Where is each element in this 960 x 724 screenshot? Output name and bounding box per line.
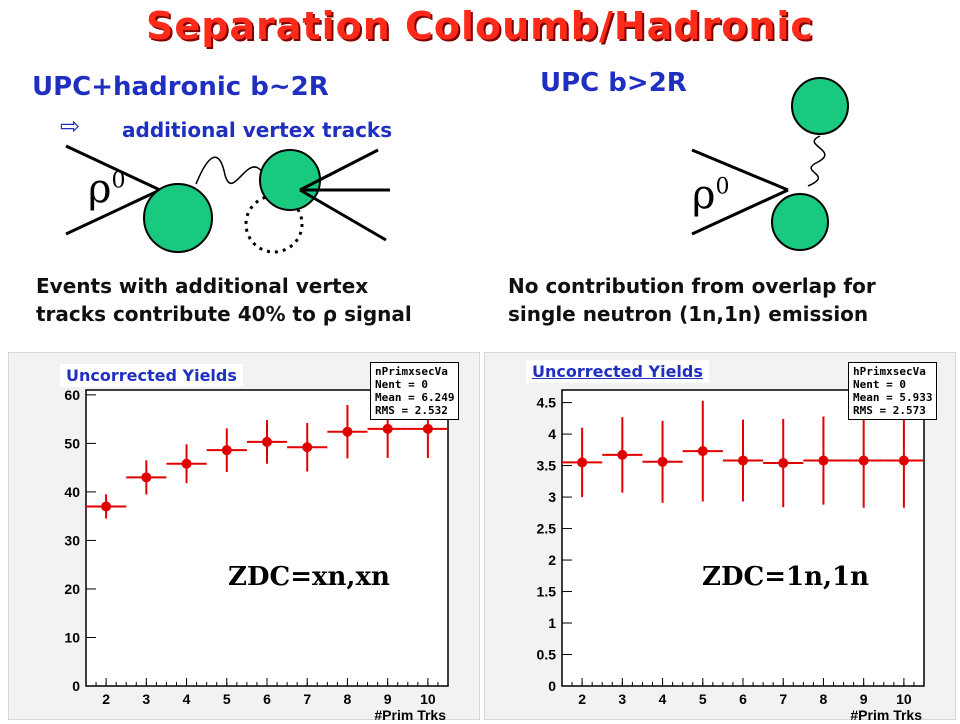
marker	[657, 456, 668, 467]
x-tick-label: 2	[578, 691, 586, 707]
y-tick-label: 0	[548, 678, 556, 694]
data-point	[166, 444, 207, 484]
data-point	[562, 427, 603, 498]
x-axis-label: #Prim Trks	[850, 707, 922, 720]
data-point	[602, 417, 643, 493]
left-collision-diagram	[65, 144, 390, 254]
right-heading: UPC b>2R	[540, 68, 687, 98]
data-point	[327, 405, 368, 459]
data-point	[803, 416, 844, 505]
nucleus-bottom	[771, 193, 829, 251]
y-tick-label: 0	[72, 678, 80, 694]
y-tick-label: 50	[64, 435, 80, 451]
marker	[898, 455, 909, 466]
right-caption: No contribution from overlap for single …	[508, 274, 876, 326]
dashed-nucleus	[244, 194, 304, 254]
marker	[382, 423, 393, 434]
y-tick-label: 2.5	[537, 521, 557, 537]
x-tick-label: 5	[223, 691, 231, 707]
x-tick-label: 9	[384, 691, 392, 707]
data-point	[126, 460, 167, 495]
data-point	[763, 418, 804, 508]
y-tick-label: 1	[548, 615, 556, 631]
x-tick-label: 3	[142, 691, 150, 707]
x-axis-label: #Prim Trks	[374, 707, 446, 720]
x-tick-label: 9	[860, 691, 868, 707]
right-collision-diagram	[691, 77, 849, 251]
y-tick-label: 40	[64, 484, 80, 500]
marker	[738, 455, 748, 466]
marker	[181, 458, 192, 469]
y-tick-label: 2	[548, 552, 556, 568]
photon-wave-right	[807, 135, 826, 187]
plot-right-annotation: ZDC=1n,1n	[702, 562, 870, 592]
data-point	[642, 420, 683, 503]
marker	[221, 445, 232, 456]
plot-left-title: Uncorrected Yields	[60, 364, 243, 387]
arrow-note: additional vertex tracks	[122, 118, 393, 142]
marker	[422, 423, 433, 434]
rho-label-right: ρ0	[692, 172, 730, 218]
marker	[141, 472, 152, 483]
nucleus-top	[791, 77, 849, 135]
y-tick-label: 3.5	[537, 458, 557, 474]
data-point	[843, 413, 884, 508]
data-point	[883, 413, 924, 508]
x-tick-label: 7	[779, 691, 787, 707]
x-tick-label: 7	[303, 691, 311, 707]
x-tick-label: 8	[344, 691, 352, 707]
slide-title: Separation Coloumb/Hadronic	[146, 4, 814, 48]
plot-right: 2 3 4 5 6 7 8 9 10 0 0.5 1 1.5 2 2.5 3 3.5 4 4.5 #Prim Trks…	[483, 351, 957, 723]
data-point	[206, 428, 247, 473]
plot-left-annotation: ZDC=xn,xn	[228, 562, 390, 592]
plot-right-stats: hPrimxsecVa Nent = 0 Mean = 5.933 RMS = …	[848, 362, 938, 420]
marker	[577, 457, 588, 468]
x-tick-label: 4	[659, 691, 667, 707]
plot-right-title: Uncorrected Yields	[526, 360, 709, 383]
marker	[101, 501, 112, 512]
marker	[302, 442, 313, 453]
data-point	[287, 422, 328, 472]
chart-1n1n: 2 3 4 5 6 7 8 9 10 0 0.5 1 1.5 2 2.5 3 3.5 4 4.5 #Prim Trks	[483, 351, 957, 723]
x-tick-label: 6	[739, 691, 747, 707]
marker	[778, 458, 789, 469]
data-point	[246, 420, 288, 464]
y-tick-label: 20	[64, 581, 80, 597]
data-point	[682, 400, 723, 502]
y-tick-label: 0.5	[537, 647, 557, 663]
y-tick-label: 3	[548, 489, 556, 505]
y-tick-label: 4.5	[537, 395, 557, 411]
left-caption: Events with additional vertex tracks con…	[36, 274, 412, 326]
plot-left: 2 3 4 5 6 7 8 9 10 0 10 20 30 40 50 60 #Prim Trks Uncorr…	[7, 351, 481, 723]
y-tick-label: 4	[548, 426, 556, 442]
x-tick-label: 4	[183, 691, 191, 707]
y-tick-label: 1.5	[537, 584, 557, 600]
y-tick-label: 10	[64, 629, 80, 645]
x-tick-label: 8	[820, 691, 828, 707]
marker	[697, 446, 708, 457]
marker	[262, 436, 272, 447]
plot-left-stats: nPrimxsecVa Nent = 0 Mean = 6.249 RMS = …	[370, 362, 460, 420]
x-tick-label: 6	[263, 691, 271, 707]
x-tick-label: 2	[102, 691, 110, 707]
rho-label-left: ρ0	[88, 166, 126, 212]
nucleus-left	[143, 183, 213, 253]
marker	[858, 455, 869, 466]
y-tick-label: 30	[64, 532, 80, 548]
x-tick-label: 5	[699, 691, 707, 707]
left-heading: UPC+hadronic b~2R	[32, 72, 329, 102]
x-tick-label: 3	[618, 691, 626, 707]
x-tick-label: 10	[420, 691, 436, 707]
marker	[342, 426, 353, 437]
y-tick-label: 60	[64, 387, 80, 403]
marker	[617, 449, 628, 460]
marker	[818, 455, 829, 466]
data-point	[86, 494, 127, 519]
x-tick-label: 10	[896, 691, 912, 707]
arrow-icon: ⇨	[60, 112, 81, 140]
nucleus-right	[259, 149, 321, 211]
data-point	[722, 419, 764, 502]
